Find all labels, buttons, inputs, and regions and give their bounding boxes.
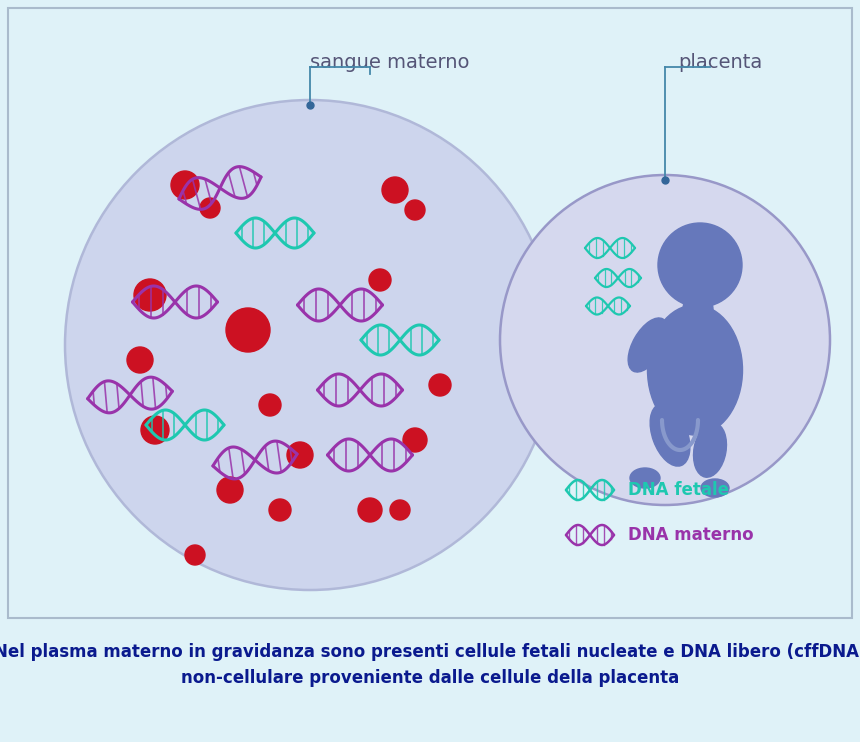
Text: Nel plasma materno in gravidanza sono presenti cellule fetali nucleate e DNA lib: Nel plasma materno in gravidanza sono pr… bbox=[0, 643, 860, 661]
Circle shape bbox=[259, 394, 281, 416]
Ellipse shape bbox=[683, 290, 713, 330]
Circle shape bbox=[369, 269, 391, 291]
Text: non-cellulare proveniente dalle cellule della placenta: non-cellulare proveniente dalle cellule … bbox=[181, 669, 679, 687]
Circle shape bbox=[358, 498, 382, 522]
Circle shape bbox=[287, 442, 313, 468]
Text: DNA materno: DNA materno bbox=[628, 526, 753, 544]
Text: placenta: placenta bbox=[678, 53, 762, 71]
Polygon shape bbox=[501, 291, 530, 390]
Circle shape bbox=[226, 308, 270, 352]
Circle shape bbox=[217, 477, 243, 503]
Circle shape bbox=[403, 428, 427, 452]
Circle shape bbox=[134, 279, 166, 311]
Circle shape bbox=[658, 223, 742, 307]
Ellipse shape bbox=[701, 479, 729, 497]
Circle shape bbox=[127, 347, 153, 373]
Circle shape bbox=[200, 198, 220, 218]
Text: DNA fetale: DNA fetale bbox=[628, 481, 729, 499]
Circle shape bbox=[390, 500, 410, 520]
Circle shape bbox=[382, 177, 408, 203]
Circle shape bbox=[429, 374, 451, 396]
Circle shape bbox=[185, 545, 205, 565]
Text: sangue materno: sangue materno bbox=[310, 53, 470, 71]
Circle shape bbox=[500, 175, 830, 505]
Ellipse shape bbox=[648, 305, 742, 435]
Circle shape bbox=[269, 499, 291, 521]
Ellipse shape bbox=[630, 468, 660, 488]
Circle shape bbox=[405, 200, 425, 220]
Ellipse shape bbox=[628, 318, 668, 372]
Circle shape bbox=[65, 100, 555, 590]
Circle shape bbox=[141, 416, 169, 444]
Ellipse shape bbox=[693, 423, 727, 477]
Circle shape bbox=[171, 171, 199, 199]
Ellipse shape bbox=[650, 404, 690, 466]
FancyBboxPatch shape bbox=[8, 8, 852, 618]
